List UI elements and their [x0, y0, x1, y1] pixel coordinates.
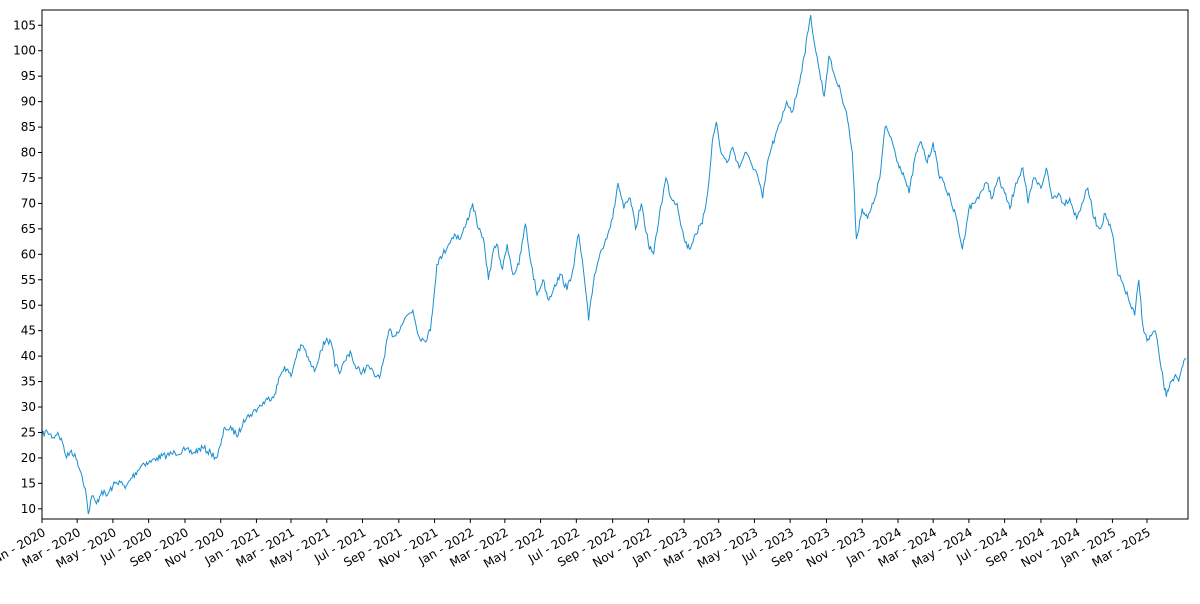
series-line: [41, 14, 1187, 515]
y-tick-label: 45: [21, 324, 36, 338]
y-tick-label: 65: [21, 222, 36, 236]
y-tick-label: 30: [21, 400, 36, 414]
y-tick-label: 55: [21, 273, 36, 287]
plot-frame: [41, 9, 1189, 520]
y-tick-label: 70: [21, 196, 36, 210]
plot-area: [41, 14, 1187, 515]
y-tick-label: 50: [21, 298, 36, 312]
y-tick-label: 80: [21, 146, 36, 160]
y-tick-label: 105: [13, 18, 36, 32]
y-tick-label: 95: [21, 69, 36, 83]
y-tick-label: 100: [13, 44, 36, 58]
y-tick-label: 15: [21, 476, 36, 490]
y-tick-label: 60: [21, 247, 36, 261]
y-tick-label: 90: [21, 95, 36, 109]
y-tick-label: 10: [21, 502, 36, 516]
y-tick-label: 20: [21, 451, 36, 465]
y-tick-label: 85: [21, 120, 36, 134]
y-tick-label: 40: [21, 349, 36, 363]
y-axis: 10 15 20 25 30 35 40 45 50 55 60 65 70 75 80 85 90 95 100 1…: [13, 18, 42, 516]
y-tick-label: 75: [21, 171, 36, 185]
y-tick-label: 25: [21, 425, 36, 439]
y-tick-label: 35: [21, 375, 36, 389]
